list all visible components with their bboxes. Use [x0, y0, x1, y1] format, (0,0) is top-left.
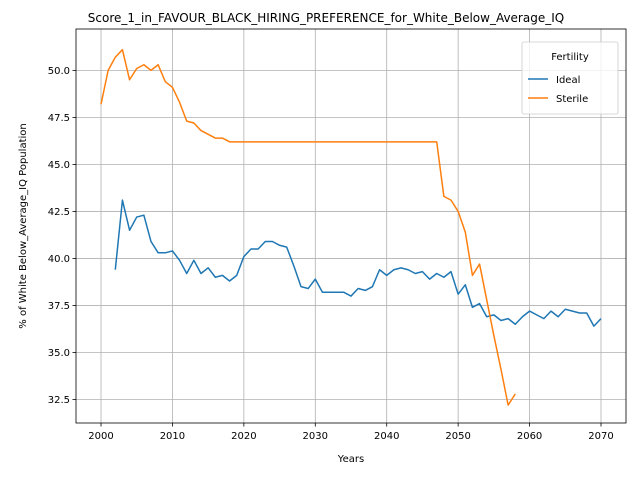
- x-tick-label: 2010: [160, 431, 185, 442]
- y-tick-label: 42.5: [48, 207, 70, 218]
- y-tick-label: 37.5: [48, 301, 70, 312]
- x-tick-label: 2030: [303, 431, 328, 442]
- y-tick-label: 35.0: [48, 348, 70, 359]
- x-tick-label: 2070: [588, 431, 613, 442]
- series-line-sterile: [100, 48, 516, 406]
- y-tick-label: 45.0: [48, 160, 70, 171]
- legend-box: [521, 41, 619, 115]
- legend-label-sterile: Sterile: [556, 94, 588, 105]
- axis-ticks: 2000 2010 2020 2030 2040 2050 2060 2070 32.5 35.0…: [48, 66, 614, 442]
- legend-title: Fertility: [551, 52, 589, 63]
- legend-label-ideal: Ideal: [556, 75, 580, 86]
- y-axis-label: % of White Below_Average_IQ Population: [18, 123, 29, 328]
- plot-area-frame: [75, 28, 627, 424]
- legend: Fertility Ideal Sterile: [521, 41, 619, 115]
- y-tick-label: 32.5: [48, 395, 70, 406]
- x-tick-label: 2050: [445, 431, 470, 442]
- x-tick-label: 2020: [231, 431, 256, 442]
- series-lines: [100, 48, 602, 406]
- x-tick-label: 2000: [88, 431, 113, 442]
- x-tick-label: 2040: [374, 431, 399, 442]
- chart-title: Score_1_in_FAVOUR_BLACK_HIRING_PREFERENC…: [88, 11, 564, 25]
- series-line-ideal: [114, 199, 602, 327]
- y-tick-label: 47.5: [48, 113, 70, 124]
- x-axis-label: Years: [337, 454, 364, 465]
- y-tick-label: 50.0: [48, 66, 70, 77]
- y-tick-label: 40.0: [48, 254, 70, 265]
- x-tick-label: 2060: [517, 431, 542, 442]
